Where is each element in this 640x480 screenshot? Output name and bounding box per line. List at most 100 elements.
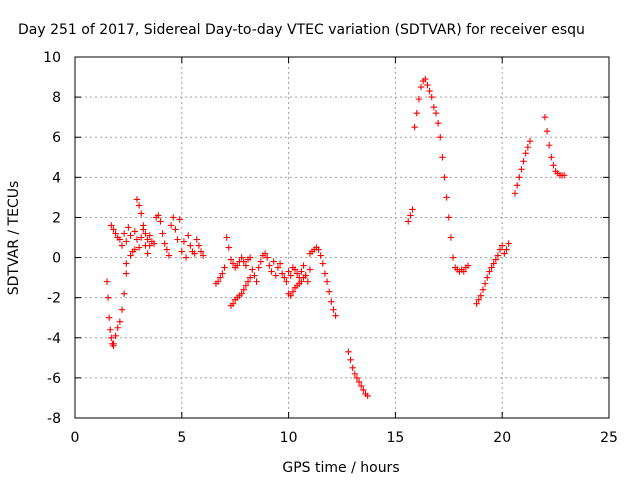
data-point (287, 292, 294, 299)
series-recover_a (110, 270, 130, 347)
data-point (409, 206, 416, 213)
data-point (167, 222, 175, 229)
data-point (492, 256, 499, 263)
data-point (261, 250, 269, 257)
y-tick-label: 10 (43, 50, 61, 66)
series-final_rise (511, 138, 534, 197)
data-point (246, 254, 254, 261)
data-point (323, 278, 331, 285)
data-point (144, 236, 151, 243)
data-point (116, 236, 124, 243)
data-point (499, 242, 506, 249)
data-point (513, 182, 521, 189)
data-point (108, 334, 115, 341)
series-evening_drop (345, 348, 371, 400)
data-point (187, 242, 194, 249)
y-axis-label: SDTVAR / TECUs (6, 181, 22, 296)
data-point (105, 314, 113, 321)
data-point (477, 292, 485, 299)
data-point (244, 278, 252, 285)
y-tick-label: 2 (52, 210, 61, 226)
data-point (125, 224, 132, 231)
data-point (332, 312, 339, 319)
data-point (278, 270, 286, 277)
data-point (415, 95, 423, 103)
data-point (249, 266, 256, 273)
data-point (131, 228, 139, 235)
data-point (178, 248, 185, 255)
data-point (272, 272, 279, 279)
series-morning_cluster_b (123, 196, 153, 267)
data-point (298, 278, 305, 285)
data-point (234, 262, 241, 269)
data-point (257, 258, 265, 265)
data-point (503, 246, 510, 253)
data-point (437, 134, 444, 141)
data-point (133, 196, 141, 203)
data-point (298, 268, 305, 275)
data-point (484, 274, 491, 281)
data-point (428, 93, 435, 101)
data-point (197, 248, 205, 255)
series-drop_initial (103, 278, 117, 349)
data-point (496, 246, 504, 253)
data-point (112, 332, 119, 339)
y-tick-label: -6 (47, 371, 61, 387)
data-point (157, 218, 164, 225)
series-midday_b (227, 274, 254, 309)
data-point (268, 268, 275, 275)
data-point (520, 158, 527, 165)
data-point (441, 174, 448, 181)
data-point (325, 288, 333, 295)
data-point (159, 230, 166, 237)
data-point (283, 278, 290, 285)
data-point (180, 238, 188, 245)
data-point (315, 246, 322, 253)
data-point (524, 144, 532, 151)
data-point (242, 262, 250, 269)
data-point (355, 378, 363, 386)
data-point (217, 274, 224, 281)
data-point (300, 262, 307, 269)
data-point (550, 162, 557, 169)
y-tick-label: 8 (52, 90, 61, 106)
data-point (103, 278, 111, 285)
data-point (281, 274, 288, 281)
data-point (146, 232, 153, 239)
y-tick-label: -4 (47, 331, 61, 347)
data-point (223, 234, 230, 241)
data-point (144, 250, 151, 257)
data-point (246, 274, 254, 281)
data-point (155, 212, 162, 219)
data-point (445, 214, 452, 221)
data-point (516, 174, 523, 181)
data-point (170, 214, 177, 221)
data-point (227, 256, 235, 263)
series-night_recovery (473, 240, 512, 307)
y-tick-label: 6 (52, 130, 61, 146)
series-midday_c (249, 250, 314, 285)
data-point (317, 252, 324, 259)
data-point (110, 340, 117, 347)
data-point (522, 150, 529, 157)
data-point (475, 296, 482, 303)
data-point (140, 222, 147, 229)
data-point (176, 216, 183, 223)
data-point (225, 244, 232, 251)
data-point (133, 236, 141, 243)
data-point (407, 212, 414, 219)
data-point (118, 242, 126, 249)
data-point (127, 232, 134, 239)
data-point (104, 294, 112, 301)
data-point (214, 278, 222, 285)
data-point (417, 83, 425, 91)
data-point (488, 264, 495, 271)
data-point (185, 232, 192, 239)
data-point (347, 356, 354, 364)
data-point (358, 382, 365, 390)
y-tick-label: -2 (47, 291, 61, 307)
data-point (349, 364, 356, 372)
data-point (321, 270, 329, 277)
data-point (172, 226, 179, 233)
data-point (413, 109, 420, 117)
